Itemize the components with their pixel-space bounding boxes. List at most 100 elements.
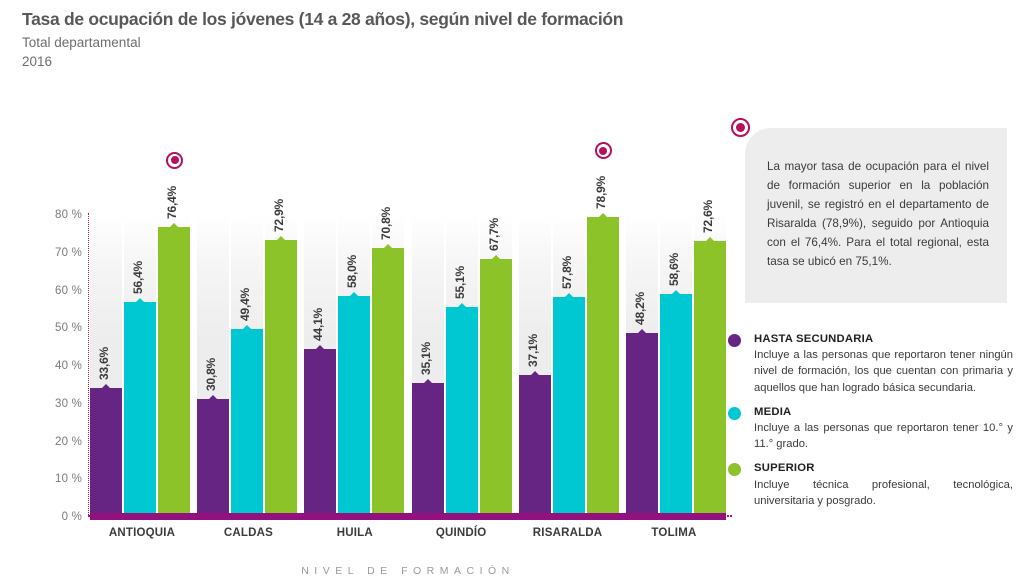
legend-item-description: Incluye a las personas que reportaron te… (754, 421, 1013, 451)
bar-track: 33,6% (90, 213, 122, 515)
bar-track: 37,1% (518, 213, 551, 515)
bar-track: 58,0% (338, 213, 371, 515)
bar-value-label: 37,1% (525, 333, 540, 367)
bar-track: 78,9% (586, 176, 619, 515)
y-axis-tick: 30 % (54, 397, 82, 410)
highlight-marker-icon (166, 151, 183, 169)
chart-subtitle: Total departamental (22, 34, 141, 50)
bar-track: 48,2% (625, 213, 658, 515)
marker-dot (599, 146, 608, 155)
bar-track: 58,6% (659, 213, 692, 515)
marker-dot (170, 156, 179, 165)
bar[interactable]: 48,2% (625, 292, 658, 515)
bar[interactable]: 35,1% (411, 341, 444, 515)
bar[interactable]: 72,6% (693, 200, 726, 515)
page-title: Tasa de ocupación de los jóvenes (14 a 2… (22, 9, 624, 29)
y-axis-tick: 80 % (54, 209, 82, 221)
bar[interactable]: 76,4% (158, 186, 190, 515)
bar-value-label: 49,4% (238, 287, 253, 321)
category-label: RISARALDA (532, 527, 603, 539)
highlight-marker-icon (594, 142, 612, 160)
category-label: HUILA (336, 527, 373, 539)
y-axis-tick: 60 % (54, 284, 82, 297)
bar-value-label: 44,1% (311, 307, 326, 341)
bar-value-label: 48,2% (632, 292, 647, 326)
legend-item-description: Incluye a las personas que reportaron te… (754, 349, 1013, 394)
y-axis-tick: 0 % (61, 511, 82, 523)
marker-ring (731, 118, 750, 137)
bar-group: 44,1% 58,0% 70,8% (304, 207, 405, 515)
bar-track: 49,4% (231, 213, 264, 515)
x-axis-baseline (90, 513, 726, 520)
legend-item-label: MEDIA (754, 405, 792, 418)
bar-value-label: 56,4% (131, 261, 145, 295)
bar-value-label: 30,8% (204, 357, 219, 391)
bar[interactable]: 33,6% (90, 347, 122, 515)
bar-value-label: 76,4% (165, 185, 179, 219)
chart-header: Tasa de ocupación de los jóvenes (14 a 2… (22, 8, 722, 72)
bar-group: 30,8% 49,4% 72,9% (197, 199, 298, 515)
bar[interactable]: 57,8% (552, 256, 585, 515)
y-axis-line (88, 213, 89, 517)
y-axis-tick: 10 % (54, 473, 82, 486)
bar[interactable]: 58,0% (338, 255, 371, 515)
legend-item[interactable]: SUPERIOR Incluye técnica profesional, tec… (728, 461, 1013, 509)
legend-color-swatch (728, 463, 741, 477)
legend-item-description: Incluye técnica profesional, tecnológica… (754, 478, 1013, 507)
bar-value-label: 67,7% (486, 218, 501, 252)
bar-track: 72,6% (693, 200, 726, 515)
y-axis-tick: 20 % (54, 435, 82, 448)
legend-item-label: HASTA SECUNDARIA (754, 333, 874, 345)
bar[interactable]: 56,4% (124, 261, 156, 515)
bar[interactable]: 30,8% (197, 358, 230, 515)
x-axis-caption: NIVEL DE FORMACIÓN (301, 565, 515, 577)
bar[interactable]: 70,8% (372, 207, 405, 515)
bar-track: 56,4% (124, 213, 156, 515)
y-axis: 80 % 70 % 60 % 50 % 40 % 30 % 20 % 10 % 0 % (44, 209, 88, 523)
bar-value-label: 55,1% (452, 265, 467, 299)
bar[interactable]: 55,1% (445, 266, 478, 515)
marker-dot (736, 123, 745, 132)
bar[interactable]: 44,1% (304, 308, 337, 515)
category-label: ANTIOQUIA (108, 527, 176, 539)
category-label: TOLIMA (651, 527, 697, 539)
category-label: CALDAS (223, 527, 273, 539)
bar-value-label: 72,9% (272, 198, 287, 232)
category-label: QUINDÍO (435, 527, 487, 539)
bar-value-label: 70,8% (379, 206, 394, 240)
bar[interactable]: 49,4% (231, 287, 264, 515)
y-axis-tick: 70 % (54, 246, 82, 259)
bar-track: 30,8% (197, 213, 230, 515)
legend: HASTA SECUNDARIA Incluye a las personas q… (728, 332, 1013, 518)
legend-item[interactable]: MEDIA Incluye a las personas que reportar… (728, 405, 1013, 453)
bar-value-label: 78,9% (593, 176, 608, 210)
chart-year: 2016 (22, 54, 53, 70)
bar-track: 72,9% (265, 199, 298, 515)
legend-item[interactable]: HASTA SECUNDARIA Incluye a las personas q… (728, 332, 1013, 396)
bar[interactable]: 72,9% (265, 199, 298, 515)
category-labels: ANTIOQUIA CALDAS HUILA QUINDÍO RISARALDA TOLI… (90, 527, 726, 539)
bar[interactable]: 78,9% (586, 176, 619, 515)
bar-track: 76,4% (158, 186, 190, 515)
bar[interactable]: 67,7% (479, 218, 512, 515)
y-axis-tick: 40 % (54, 360, 82, 372)
plot-wrapper: 80 % 70 % 60 % 50 % 40 % 30 % 20 % 10 % 0 % 33,6… (44, 142, 732, 577)
bar[interactable]: 37,1% (518, 334, 551, 515)
callout-text: La mayor tasa de ocupación para el nivel… (767, 160, 989, 268)
legend-item-label: SUPERIOR (754, 462, 815, 475)
bar-group: 35,1% 55,1% 67,7% (411, 213, 512, 515)
bar-track: 55,1% (445, 213, 478, 515)
bar-track: 67,7% (479, 213, 512, 515)
bar[interactable]: 58,6% (659, 253, 692, 515)
bar-value-label: 33,6% (97, 347, 111, 381)
callout-box: La mayor tasa de ocupación para el nivel… (745, 128, 1007, 303)
bar-track: 44,1% (304, 213, 337, 515)
bar-value-label: 58,6% (666, 252, 681, 286)
bar-track: 57,8% (552, 213, 585, 515)
bar-group: 48,2% 58,6% 72,6% (625, 200, 726, 515)
side-panel: La mayor tasa de ocupación para el nivel… (715, 100, 1017, 545)
bar-value-label: 72,6% (700, 199, 715, 233)
y-axis-tick: 50 % (54, 322, 82, 335)
bar-track: 35,1% (411, 213, 444, 515)
legend-color-swatch (728, 406, 741, 420)
